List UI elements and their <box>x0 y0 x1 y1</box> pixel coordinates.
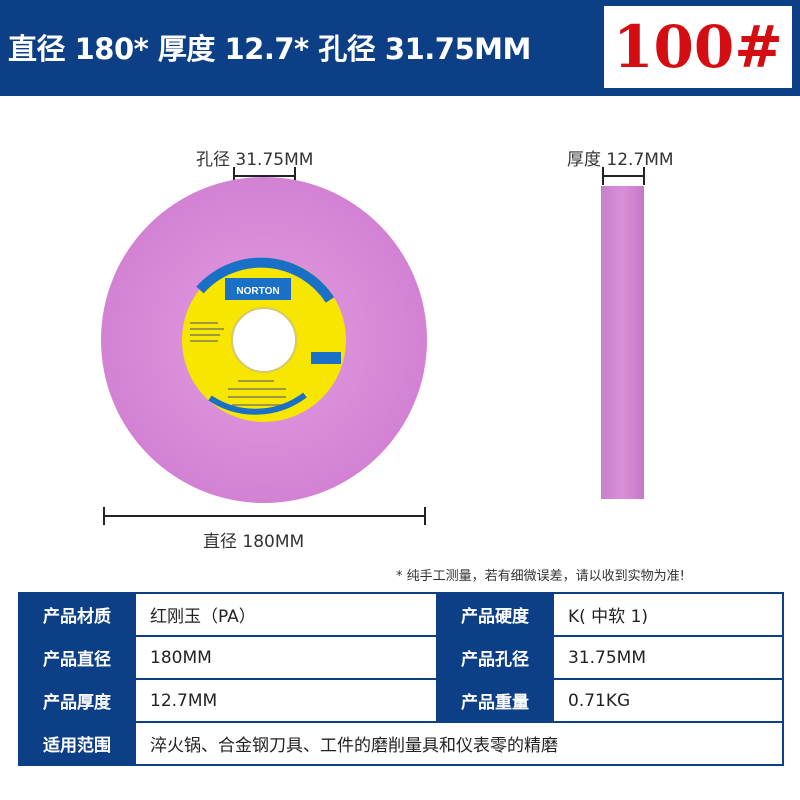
spec-key: 适用范围 <box>18 721 136 766</box>
spec-key: 产品材质 <box>18 592 136 637</box>
thickness-dimension-label: 厚度 12.7MM <box>567 150 674 170</box>
spec-value: K( 中软 1) <box>552 592 784 637</box>
diameter-dimension-label: 直径 180MM <box>203 532 305 552</box>
norton-logo: NORTON <box>236 286 279 297</box>
norton-logo-small <box>311 352 341 364</box>
wheel-bore-hole <box>231 307 297 373</box>
spec-value: 红刚玉（PA） <box>134 592 438 637</box>
spec-key: 产品硬度 <box>436 592 554 637</box>
spec-value: 12.7MM <box>134 678 438 723</box>
spec-value: 0.71KG <box>552 678 784 723</box>
measurement-note: * 纯手工测量，若有细微误差，请以收到实物为准! <box>396 569 685 584</box>
spec-value: 180MM <box>134 635 438 680</box>
spec-key: 产品重量 <box>436 678 554 723</box>
grit-badge: 100# <box>604 6 792 88</box>
norton-logo-plate <box>225 278 291 300</box>
bore-dimension-label: 孔径 31.75MM <box>196 150 314 170</box>
grit-label: 100# <box>613 13 783 81</box>
table-row: 产品厚度 12.7MM 产品重量 0.71KG <box>18 678 784 723</box>
table-row: 产品直径 180MM 产品孔径 31.75MM <box>18 635 784 680</box>
spec-key: 产品厚度 <box>18 678 136 723</box>
spec-value: 31.75MM <box>552 635 784 680</box>
spec-table: 产品材质 红刚玉（PA） 产品硬度 K( 中软 1) 产品直径 180MM 产品… <box>18 592 784 766</box>
table-row: 产品材质 红刚玉（PA） 产品硬度 K( 中软 1) <box>18 592 784 637</box>
header-title: 直径 180* 厚度 12.7* 孔径 31.75MM <box>8 32 531 66</box>
spec-key: 产品孔径 <box>436 635 554 680</box>
header-banner: 直径 180* 厚度 12.7* 孔径 31.75MM 100# <box>0 0 800 96</box>
spec-value: 淬火锅、合金钢刀具、工件的磨削量具和仪表零的精磨 <box>134 721 784 766</box>
table-row: 适用范围 淬火锅、合金钢刀具、工件的磨削量具和仪表零的精磨 <box>18 721 784 766</box>
spec-key: 产品直径 <box>18 635 136 680</box>
grinding-wheel-side <box>601 186 644 499</box>
